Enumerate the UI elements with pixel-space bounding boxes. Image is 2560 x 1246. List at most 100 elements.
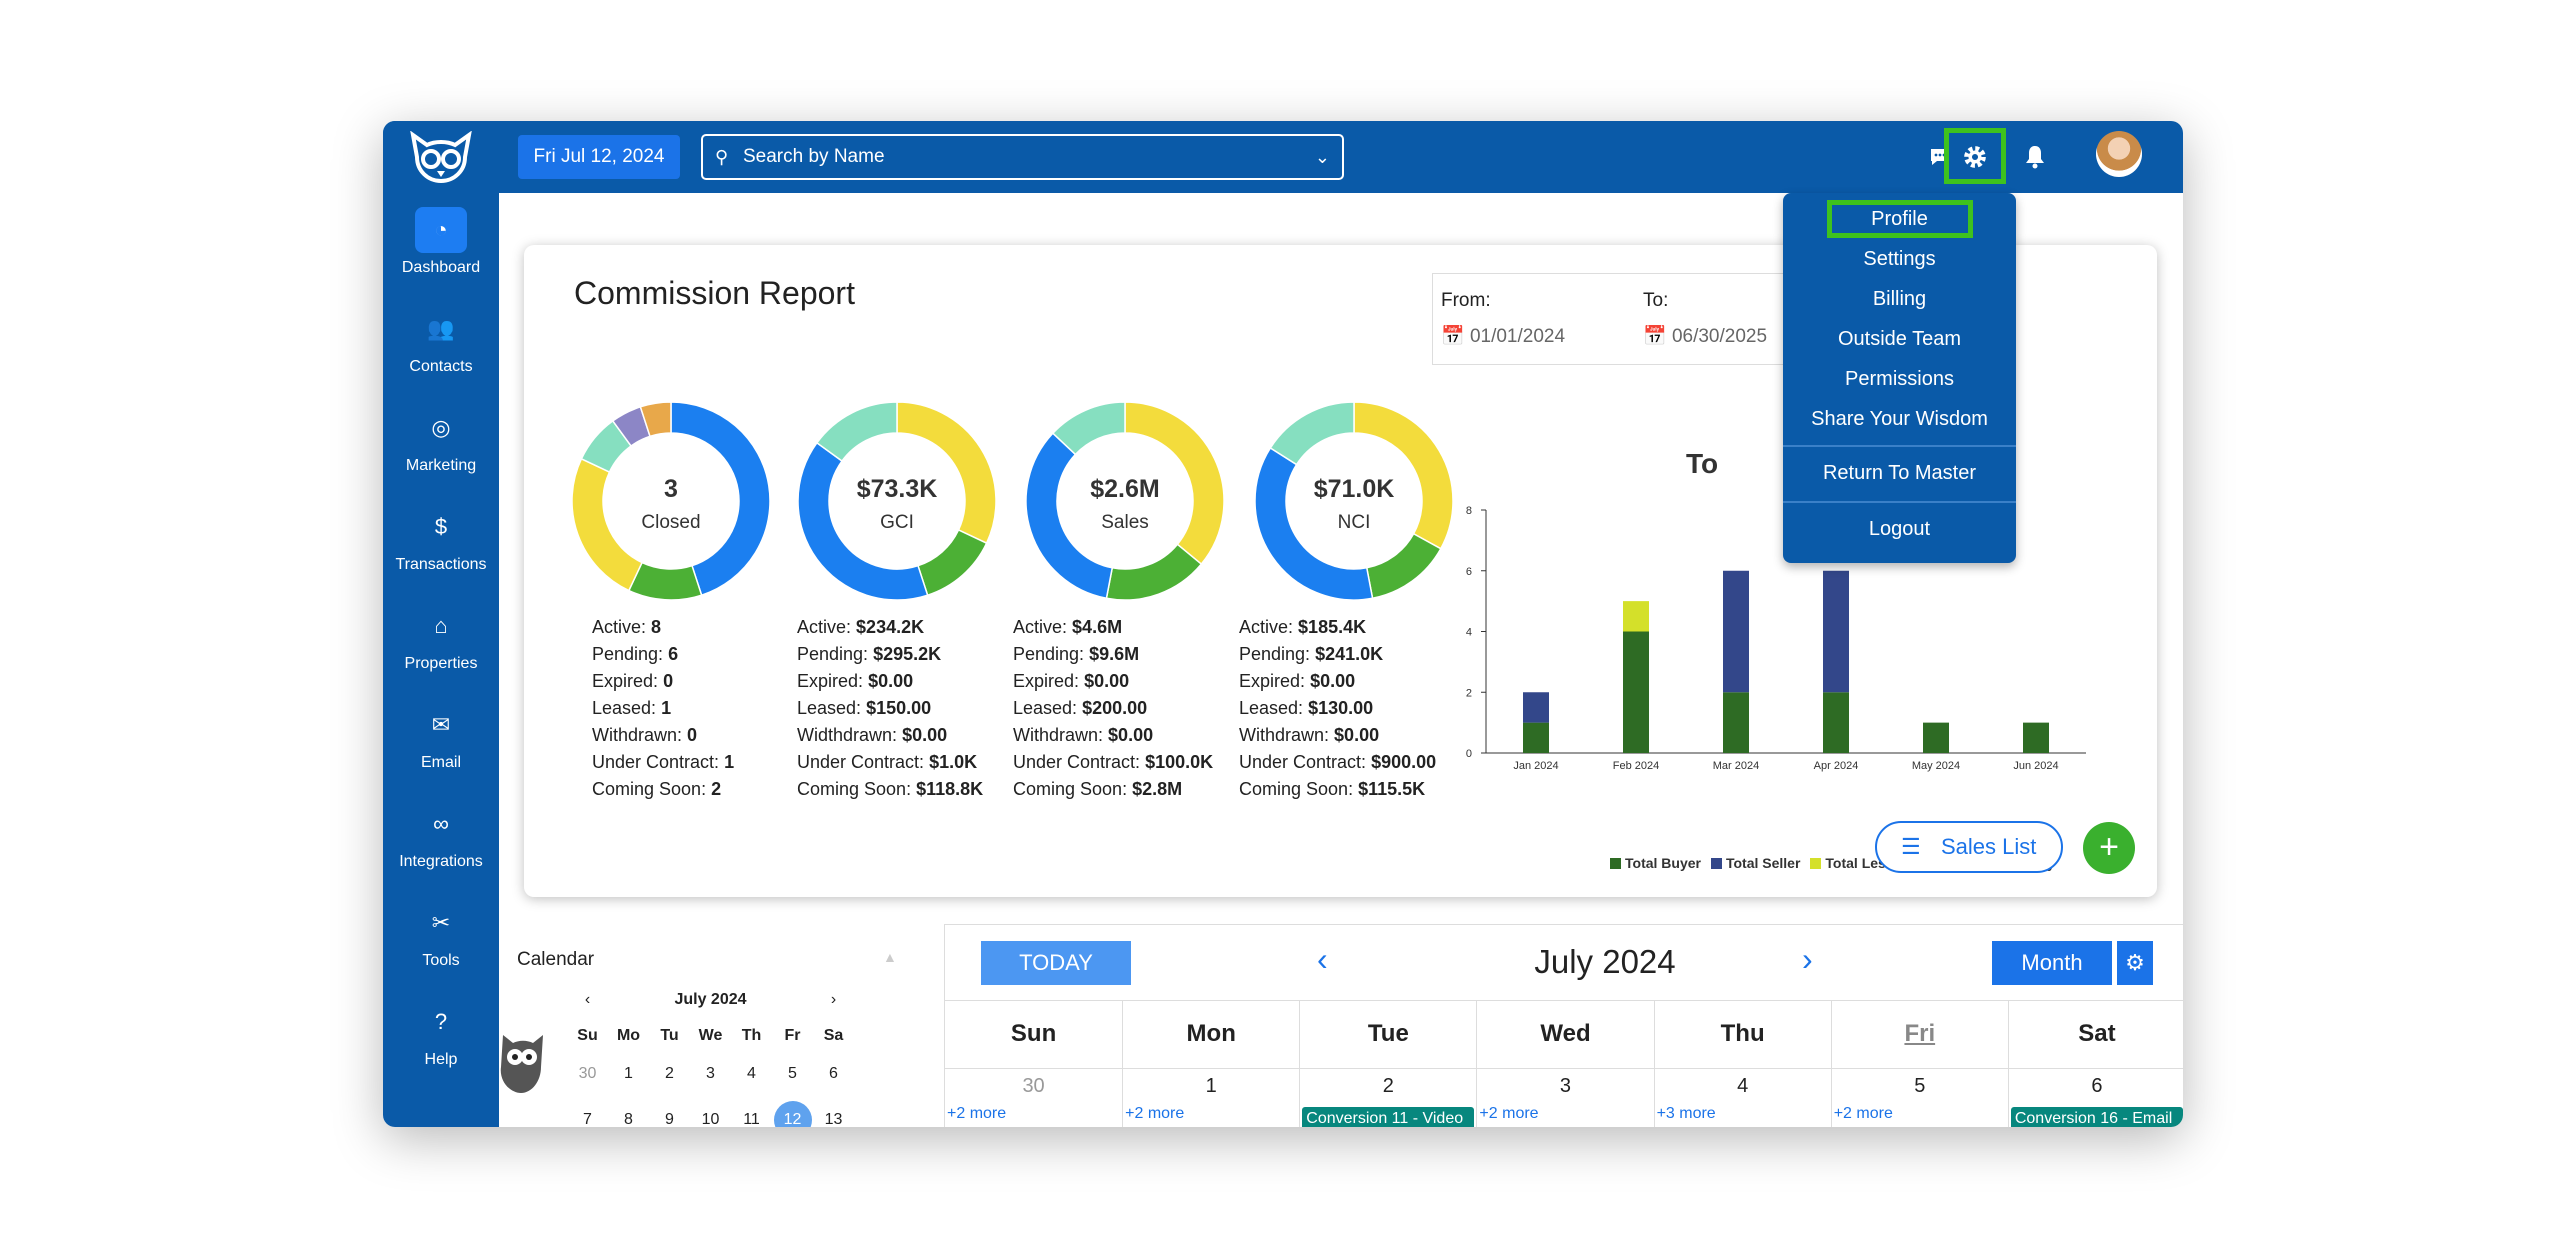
sidebar-item-transactions[interactable]: $ Transactions [383, 504, 499, 594]
calendar-day-cell[interactable]: 5 +2 more [1830, 1068, 2008, 1127]
stat-value: 1 [661, 698, 672, 718]
stat-value: $0.00 [902, 725, 948, 745]
mini-cal-day[interactable]: 6 [829, 1065, 838, 1082]
sidebar-item-tools[interactable]: ✂ Tools [383, 900, 499, 990]
sales-list-button[interactable]: ☰ Sales List [1875, 821, 2063, 873]
mini-cal-day[interactable]: 1 [624, 1065, 633, 1082]
mini-cal-dow: Sa [823, 1027, 844, 1044]
divider [1783, 445, 2016, 447]
sidebar-item-properties[interactable]: ⌂ Properties [383, 603, 499, 693]
calendar-event[interactable]: Conversion 11 - Video message - [1302, 1107, 1475, 1127]
today-button[interactable]: TODAY [981, 941, 1131, 985]
more-events-link[interactable]: +2 more [1833, 1105, 1893, 1122]
menu-share-your-wisdom[interactable]: Share Your Wisdom [1811, 408, 1988, 430]
more-events-link[interactable]: +2 more [1125, 1105, 1185, 1122]
bar-segment [1523, 722, 1549, 753]
stat-row: Pending: 6 [592, 641, 734, 668]
legend-swatch [1710, 858, 1722, 869]
donut-value: $2.6M [1090, 475, 1160, 503]
mini-cal-day[interactable]: 5 [788, 1065, 797, 1082]
calendar-day-cell[interactable]: 1 +2 more [1122, 1068, 1300, 1127]
stat-value: $130.00 [1308, 698, 1374, 718]
search-input[interactable]: ⚲ Search by Name ⌄ [701, 134, 1344, 180]
more-events-link[interactable]: +2 more [1479, 1105, 1539, 1122]
mini-cal-day[interactable]: 9 [665, 1111, 674, 1127]
legend-swatch [1610, 858, 1621, 869]
x-tick-label: Mar 2024 [1713, 760, 1759, 772]
stat-row: Under Contract: $100.0K [1013, 749, 1213, 776]
sidebar-item-label: Email [420, 754, 461, 771]
date-chip[interactable]: Fri Jul 12, 2024 [518, 135, 680, 179]
stat-label: Leased: [1013, 698, 1078, 718]
mini-cal-row: 7 8 9 10 11 12 13 [567, 1101, 854, 1127]
mini-cal-day[interactable]: 2 [665, 1065, 674, 1082]
mini-cal-day[interactable]: 4 [747, 1065, 756, 1082]
calendar-day-cell[interactable]: 2 Conversion 11 - Video message - [1299, 1068, 1477, 1127]
collapse-arrow-icon[interactable]: ▲ [883, 949, 897, 965]
bell-icon[interactable] [2013, 135, 2057, 179]
mini-cal-day[interactable]: 13 [824, 1111, 843, 1127]
to-field[interactable]: 📅 06/30/2025 [1643, 326, 1768, 347]
owl-logo-icon[interactable] [407, 130, 475, 185]
mini-cal-day[interactable]: 30 [578, 1065, 597, 1082]
donut-caption: Sales [1101, 512, 1149, 533]
calendar-day-number: 4 [1737, 1075, 1749, 1097]
stat-value: $2.8M [1132, 779, 1183, 799]
month-calendar: TODAY ‹ July 2024 › Month ⚙ Sun Mon Tue Wed… [944, 924, 2183, 1127]
donut-caption: GCI [880, 512, 914, 533]
stat-row: Expired: $0.00 [1239, 668, 1436, 695]
mini-cal-today[interactable]: 12 [773, 1101, 812, 1127]
menu-outside-team[interactable]: Outside Team [1837, 328, 1962, 350]
menu-permissions[interactable]: Permissions [1845, 368, 1954, 390]
sidebar-item-integrations[interactable]: ∞ Integrations [383, 801, 499, 891]
mini-cal-day[interactable]: 10 [701, 1111, 720, 1127]
mini-cal-day[interactable]: 12 [772, 1101, 813, 1127]
bar-segment [1623, 631, 1649, 753]
menu-profile[interactable]: Profile [1871, 208, 1928, 230]
sidebar-item-contacts[interactable]: 👥 Contacts [383, 306, 499, 396]
menu-logout[interactable]: Logout [1868, 518, 1931, 540]
legend-swatch [1810, 858, 1822, 869]
chevron-down-icon[interactable]: ⌄ [1314, 147, 1330, 167]
add-button[interactable]: + [2083, 822, 2135, 874]
stat-label: Expired: [1013, 671, 1080, 691]
avatar[interactable] [2096, 131, 2142, 177]
y-tick-label: 4 [1466, 627, 1472, 639]
next-month-icon[interactable]: › [1802, 941, 1813, 977]
mini-cal-day[interactable]: 8 [624, 1111, 633, 1127]
stat-value: $0.00 [1084, 671, 1130, 691]
calendar-day-number: 5 [1914, 1075, 1926, 1097]
stat-label: Expired: [592, 671, 659, 691]
date-range[interactable]: From: 📅 01/01/2024 To: 📅 06/30/2025 [1432, 273, 1792, 365]
sidebar-item-dashboard[interactable]: ◔ Dashboard [383, 207, 499, 297]
calendar-day-cell[interactable]: 6 Conversion 16 - Email - stock, Buyer Le… [2007, 1068, 2183, 1127]
sidebar-item-marketing[interactable]: ◎ Marketing [383, 405, 499, 495]
stat-label: Coming Soon: [1239, 779, 1354, 799]
stat-label: Under Contract: [1013, 752, 1141, 772]
calendar-day-cell[interactable]: 4 +3 more [1653, 1068, 1831, 1127]
calendar-event[interactable]: Conversion 16 - Email - stock, Buyer Lea… [2010, 1107, 2183, 1127]
month-view-button[interactable]: Month [1992, 941, 2112, 985]
calendar-day-cell[interactable]: 30 +2 more [945, 1068, 1123, 1127]
calendar-day-cell[interactable]: 3 +2 more [1476, 1068, 1654, 1127]
mini-cal-day[interactable]: 7 [583, 1111, 592, 1127]
prev-month-icon[interactable]: ‹ [1317, 941, 1328, 977]
mini-prev-icon[interactable]: ‹ [584, 991, 591, 1008]
calendar-month-title: July 2024 [1534, 943, 1676, 980]
mini-next-icon[interactable]: › [830, 991, 837, 1008]
mini-cal-day[interactable]: 11 [743, 1111, 760, 1127]
sidebar-item-email[interactable]: ✉ Email [383, 702, 499, 792]
mini-cal-day[interactable]: 3 [706, 1065, 715, 1082]
sidebar-item-help[interactable]: ? Help [383, 999, 499, 1089]
from-field[interactable]: 📅 01/01/2024 [1441, 326, 1566, 347]
gear-icon[interactable] [1953, 135, 1997, 179]
more-events-link[interactable]: +2 more [947, 1105, 1007, 1122]
menu-settings[interactable]: Settings [1863, 248, 1936, 270]
owl-mascot-icon[interactable] [499, 1027, 543, 1097]
menu-return-to-master[interactable]: Return To Master [1822, 462, 1977, 484]
search-icon: ⚲ [715, 147, 729, 167]
donut-chart-sales [1025, 401, 1225, 601]
calendar-gear-icon[interactable]: ⚙ [2117, 941, 2153, 985]
menu-billing[interactable]: Billing [1872, 288, 1927, 310]
more-events-link[interactable]: +3 more [1656, 1105, 1716, 1122]
